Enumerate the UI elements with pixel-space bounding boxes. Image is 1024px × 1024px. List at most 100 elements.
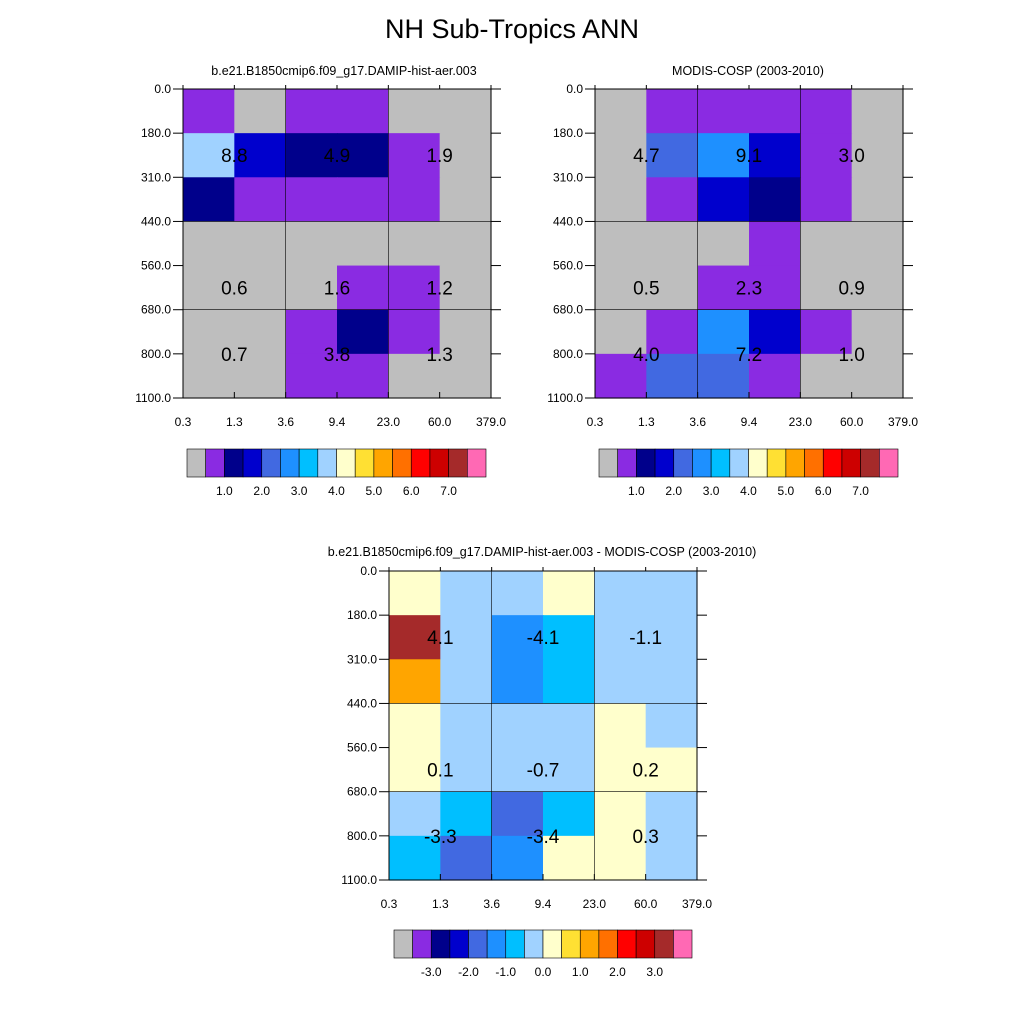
heatmap-cell xyxy=(645,571,698,616)
heatmap-cell xyxy=(440,571,493,616)
y-tick-label: 310.0 xyxy=(347,652,377,666)
data-label: 1.9 xyxy=(426,146,452,167)
heatmap-cell xyxy=(285,133,338,178)
heatmap-cell xyxy=(440,659,493,705)
colorbar-swatch xyxy=(205,448,225,478)
x-tick-label: 60.0 xyxy=(840,415,864,429)
heatmap-cell xyxy=(388,221,441,267)
colorbar-swatch xyxy=(429,448,449,478)
heatmap-cell xyxy=(234,221,287,267)
colorbar-label: -3.0 xyxy=(421,965,442,979)
heatmap-cell xyxy=(491,571,544,616)
data-label: 4.0 xyxy=(633,345,659,366)
y-tick-label: 0.0 xyxy=(360,564,377,578)
heatmap-cell xyxy=(439,221,492,267)
x-tick-label: 9.4 xyxy=(329,415,346,429)
colorbar-swatch xyxy=(673,448,693,478)
y-tick-label: 800.0 xyxy=(553,347,583,361)
colorbar-swatch xyxy=(617,448,637,478)
heatmap-cell xyxy=(440,703,493,749)
data-label: 4.9 xyxy=(324,146,350,167)
x-tick-label: 9.4 xyxy=(741,415,758,429)
heatmap-cell xyxy=(183,309,235,355)
y-tick-label: 560.0 xyxy=(553,259,583,273)
data-label: -3.3 xyxy=(424,827,457,848)
heatmap-cell xyxy=(697,309,750,355)
heatmap-cell xyxy=(234,309,287,355)
heatmap-cell xyxy=(234,133,287,178)
heatmap-cell xyxy=(800,221,853,267)
colorbar-1: 1.0 2.0 3.0 4.0 5.0 6.0 7.0 xyxy=(598,448,899,498)
colorbar-swatch xyxy=(373,448,393,478)
colorbar-swatch xyxy=(785,448,805,478)
colorbar-swatch xyxy=(729,448,749,478)
heatmap-cell xyxy=(594,571,647,616)
colorbar-label: -2.0 xyxy=(458,965,479,979)
colorbar-swatch xyxy=(354,448,375,478)
y-tick-label: 1100.0 xyxy=(135,391,171,405)
colorbar-swatch xyxy=(468,929,488,959)
y-tick-label: 440.0 xyxy=(553,214,583,228)
panel-title-model: b.e21.B1850cmip6.f09_g17.DAMIP-hist-aer.… xyxy=(211,64,477,78)
heatmap-cell xyxy=(234,177,287,223)
data-label: 2.3 xyxy=(736,279,762,300)
heatmap-cell xyxy=(389,791,441,837)
heatmap-cell xyxy=(337,221,389,267)
data-label: 1.0 xyxy=(838,345,864,366)
heatmap-cell xyxy=(440,747,493,793)
heatmap-cell xyxy=(595,221,647,267)
colorbar-label: 7.0 xyxy=(440,484,457,498)
colorbar-swatch xyxy=(449,929,469,959)
heatmap-cell xyxy=(749,265,801,311)
heatmap-cell xyxy=(749,89,801,134)
heatmap-cell xyxy=(851,133,904,178)
heatmap-cell xyxy=(749,221,801,267)
data-label: 0.5 xyxy=(633,279,659,300)
y-tick-label: 440.0 xyxy=(347,696,377,710)
colorbar-swatch xyxy=(766,448,787,478)
chart-panel-1: 0.3 1.3 3.6 9.4 23.0 60.0 379.0 0.0 180.0 310.0 44… xyxy=(547,82,918,429)
heatmap-cell xyxy=(439,89,492,134)
data-label: 1.3 xyxy=(426,345,452,366)
heatmap-cell xyxy=(800,309,853,355)
data-label: -3.4 xyxy=(527,827,560,848)
y-tick-label: 180.0 xyxy=(347,608,377,622)
colorbar-label: -1.0 xyxy=(495,965,516,979)
y-tick-label: 680.0 xyxy=(553,303,583,317)
heatmap-cell xyxy=(800,133,853,178)
data-label: 4.1 xyxy=(427,628,453,649)
x-tick-label: 1.3 xyxy=(432,897,449,911)
heatmap-cell xyxy=(285,353,338,399)
colorbar-2: -3.0 -2.0 -1.0 0.0 1.0 2.0 3.0 xyxy=(393,929,693,979)
colorbar-swatch xyxy=(393,929,413,959)
heatmap-cell xyxy=(491,747,544,793)
x-tick-label: 3.6 xyxy=(689,415,706,429)
colorbar-label: 6.0 xyxy=(815,484,832,498)
heatmap-cell xyxy=(234,265,287,311)
heatmap-cell xyxy=(595,89,647,134)
heatmap-cell xyxy=(183,89,235,134)
chart-panel-0: 0.3 1.3 3.6 9.4 23.0 60.0 379.0 0.0 180.0 310.0 44… xyxy=(135,82,506,429)
colorbar-label: 4.0 xyxy=(328,484,345,498)
heatmap-cell xyxy=(543,615,595,660)
data-label: 0.1 xyxy=(427,761,453,782)
heatmap-cell xyxy=(388,133,441,178)
colorbar-swatch xyxy=(486,929,507,959)
colorbar-swatch xyxy=(410,448,431,478)
colorbar-label: 1.0 xyxy=(572,965,589,979)
heatmap-cell xyxy=(749,177,801,223)
heatmap-cell xyxy=(851,177,904,223)
heatmap-cell xyxy=(594,659,647,705)
colorbar-swatch xyxy=(261,448,281,478)
data-label: 0.2 xyxy=(632,761,658,782)
colorbar-label: 7.0 xyxy=(852,484,869,498)
data-label: 7.2 xyxy=(736,345,762,366)
heatmap-cell xyxy=(285,89,338,134)
heatmap-cell xyxy=(595,265,647,311)
colorbar-swatch xyxy=(822,448,843,478)
y-tick-label: 1100.0 xyxy=(547,391,583,405)
panel-title-difference: b.e21.B1850cmip6.f09_g17.DAMIP-hist-aer.… xyxy=(327,545,757,559)
heatmap-cell xyxy=(285,221,338,267)
heatmap-cell xyxy=(594,615,647,660)
heatmap-cell xyxy=(749,309,801,355)
